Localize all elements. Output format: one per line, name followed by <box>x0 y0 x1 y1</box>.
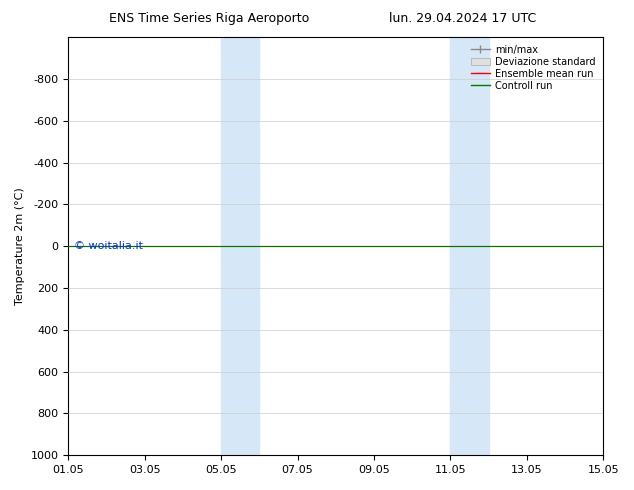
Y-axis label: Temperature 2m (°C): Temperature 2m (°C) <box>15 187 25 305</box>
Bar <box>221 37 259 455</box>
Text: ENS Time Series Riga Aeroporto: ENS Time Series Riga Aeroporto <box>109 12 309 25</box>
Text: lun. 29.04.2024 17 UTC: lun. 29.04.2024 17 UTC <box>389 12 536 25</box>
Text: © woitalia.it: © woitalia.it <box>74 241 143 251</box>
Legend: min/max, Deviazione standard, Ensemble mean run, Controll run: min/max, Deviazione standard, Ensemble m… <box>468 42 598 94</box>
Bar <box>450 37 489 455</box>
